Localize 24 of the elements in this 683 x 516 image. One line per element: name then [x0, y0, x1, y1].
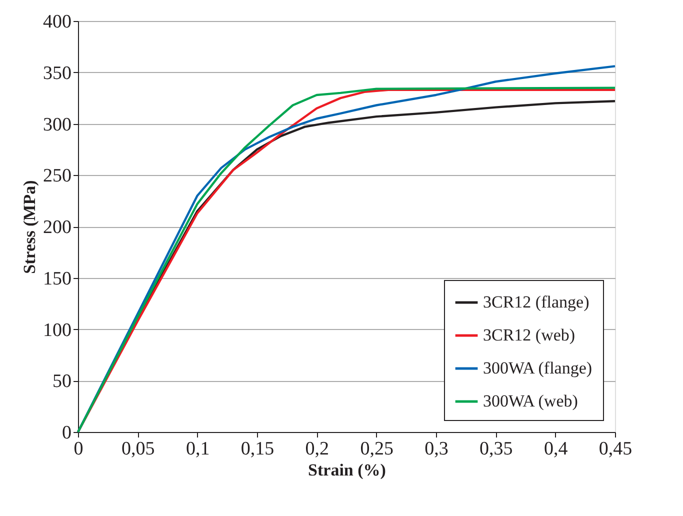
legend-label: 300WA (flange)	[483, 358, 592, 378]
x-tick-label: 0,35	[480, 438, 513, 460]
x-tick-label: 0,2	[305, 438, 330, 460]
y-tick-label: 0	[62, 422, 72, 444]
x-tick-label: 0,4	[544, 438, 568, 460]
y-axis-title: Stress (MPa)	[20, 180, 39, 274]
y-tick-label: 400	[43, 12, 72, 32]
y-tick-label: 50	[52, 371, 72, 392]
y-tick-label: 200	[43, 217, 72, 238]
x-tick-label: 0,25	[360, 438, 394, 460]
x-tick-label: 0,1	[186, 438, 210, 460]
x-tick-label: 0,3	[424, 438, 448, 460]
y-tick-label: 350	[43, 62, 72, 84]
y-tick-label: 250	[43, 166, 72, 187]
legend-label: 3CR12 (flange)	[483, 292, 590, 312]
x-tick-label: 0,15	[240, 438, 274, 460]
y-tick-label: 300	[43, 114, 72, 136]
x-axis-title: Strain (%)	[308, 460, 386, 480]
x-tick-label: 0,05	[122, 438, 155, 460]
legend-label: 3CR12 (web)	[483, 326, 576, 344]
legend-label: 300WA (web)	[483, 392, 578, 410]
y-tick-label: 100	[43, 320, 72, 341]
y-tick-label: 150	[43, 268, 72, 290]
x-tick-label: 0,45	[598, 438, 632, 460]
